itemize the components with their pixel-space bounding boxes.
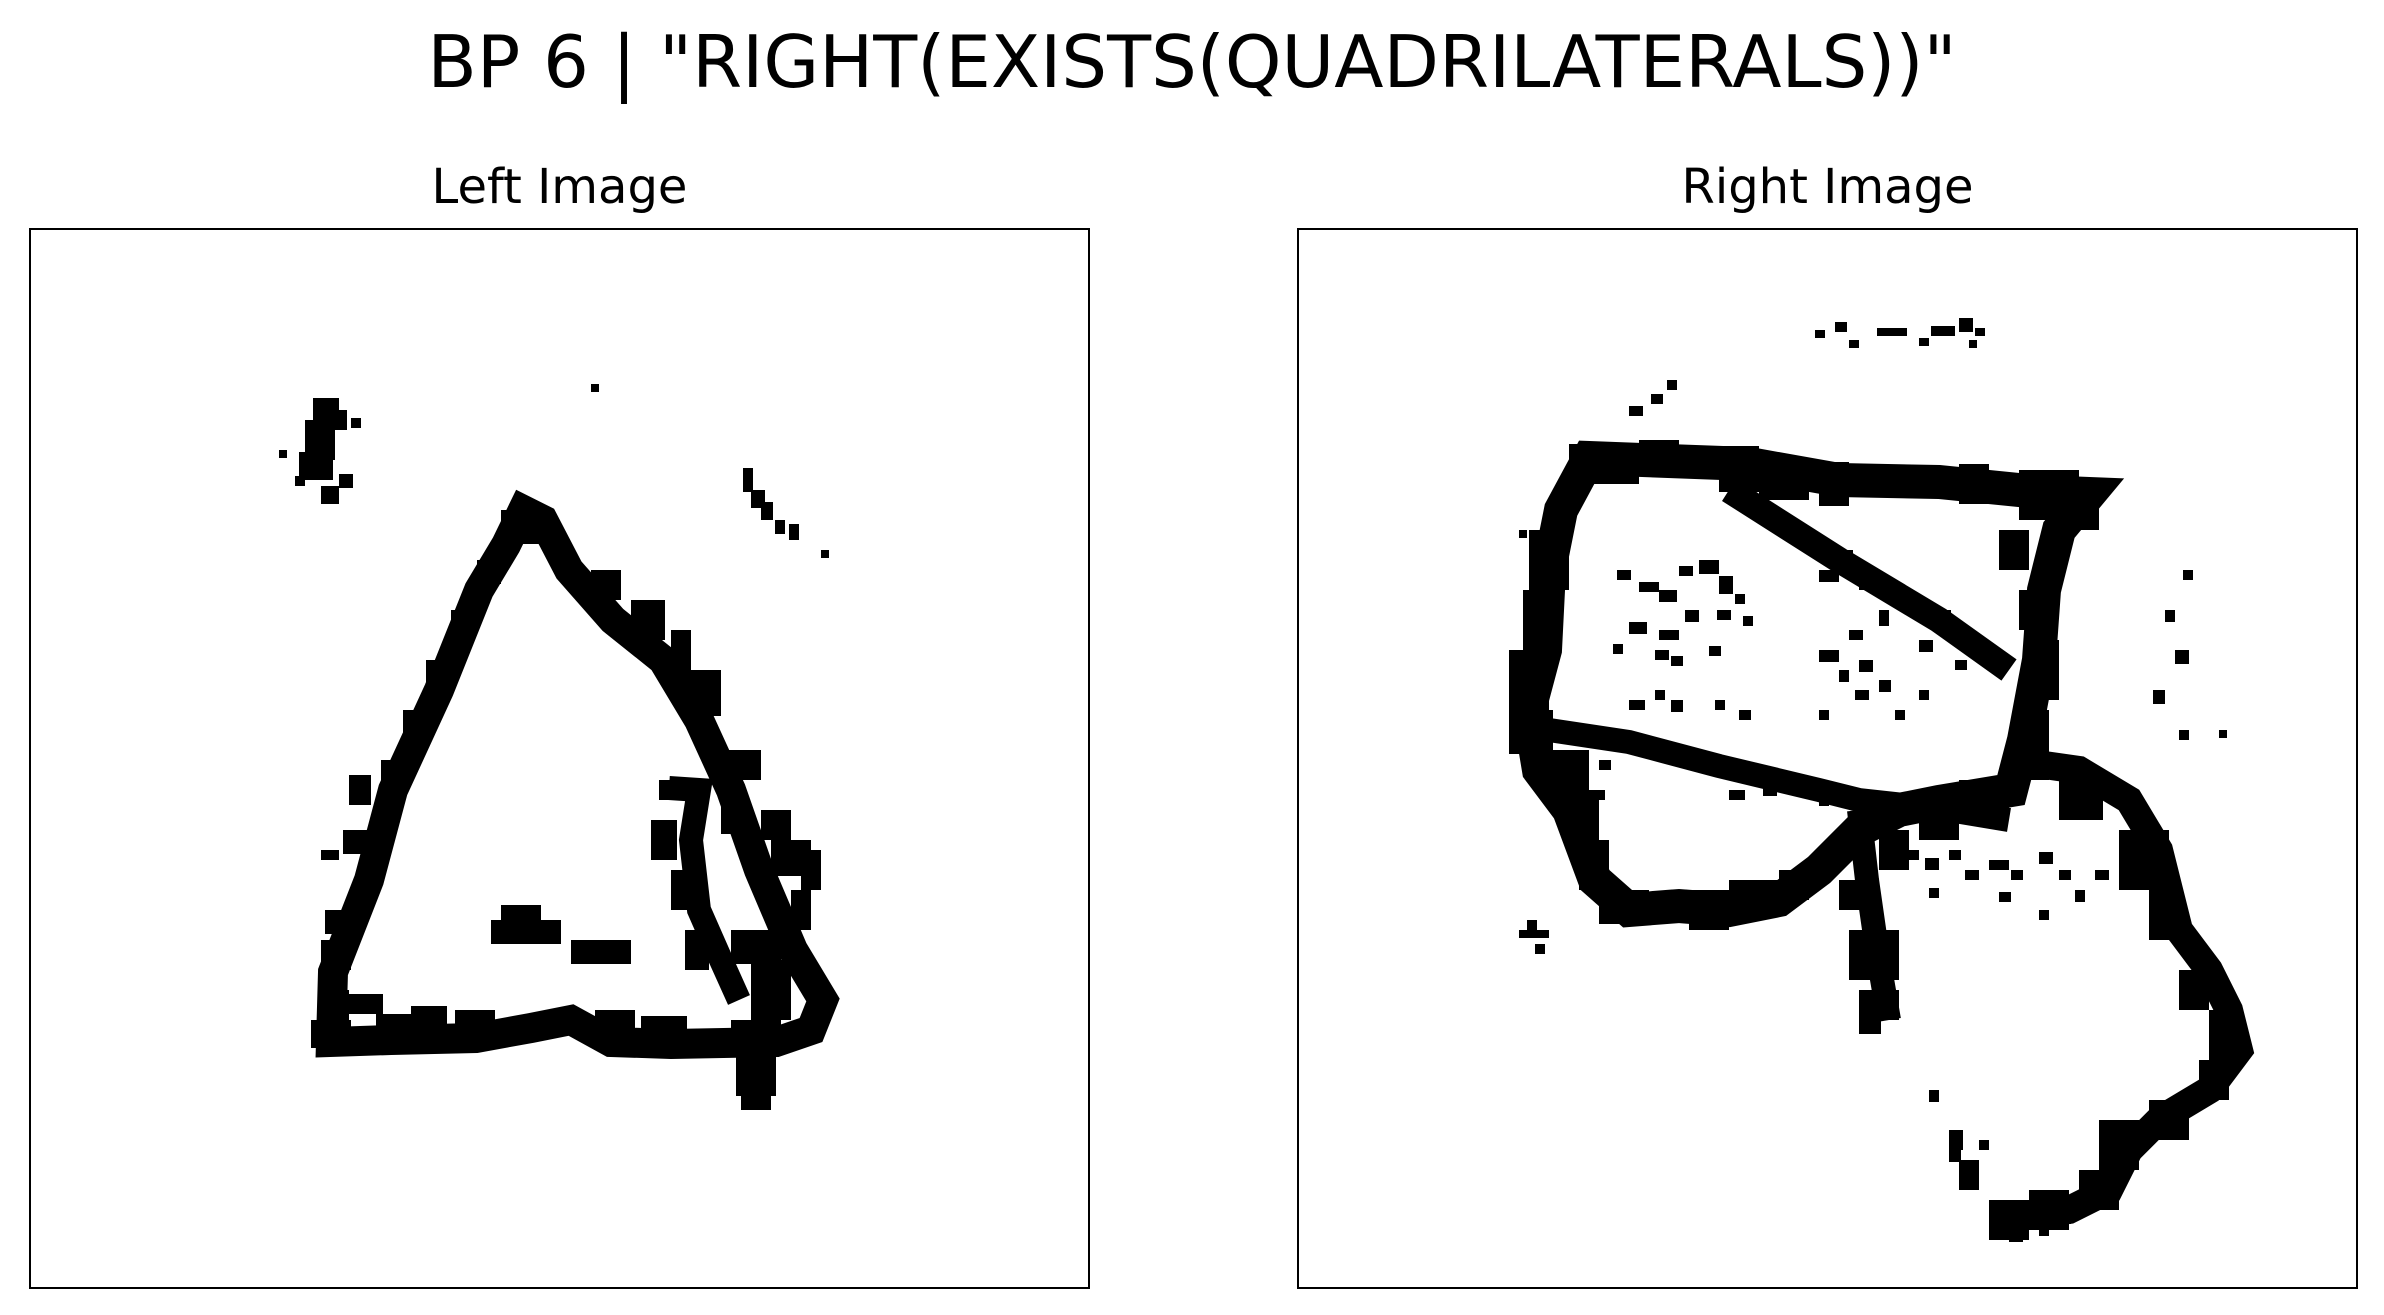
quadrilateral-outline-icon [1509, 318, 2255, 1242]
left-image-panel [29, 228, 1090, 1289]
triangle-edge-noise [311, 510, 821, 1110]
right-image-panel [1297, 228, 2358, 1289]
inner-spur-noise [651, 780, 709, 970]
figure-title: BP 6 | "RIGHT(EXISTS(QUADRILATERALS))" [427, 20, 1957, 104]
central-drip-stroke [1847, 808, 1901, 1023]
triangle-stray-noise [279, 384, 829, 860]
left-panel-title: Left Image [431, 159, 688, 215]
quadrilateral-edge-noise [1509, 440, 2239, 1240]
quadrilateral-speckle-noise [1519, 318, 2227, 1242]
right-panel-title: Right Image [1681, 159, 1974, 215]
triangle-outline-icon [279, 384, 840, 1110]
inner-diagonal-stroke [1722, 479, 2017, 681]
